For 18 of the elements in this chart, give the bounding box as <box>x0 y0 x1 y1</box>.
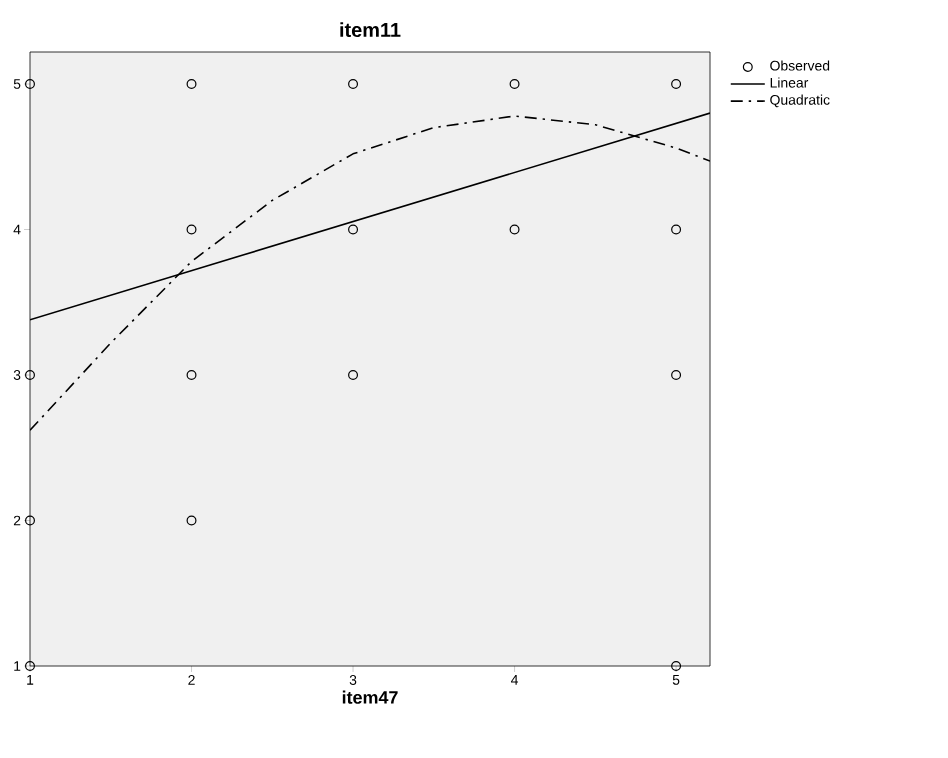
x-axis-title: item47 <box>342 690 398 704</box>
point <box>671 224 682 235</box>
point <box>186 224 197 235</box>
point <box>671 79 682 89</box>
point <box>509 79 520 89</box>
point <box>671 370 682 380</box>
point <box>348 79 359 89</box>
point <box>186 370 197 380</box>
point <box>25 370 35 380</box>
point <box>25 79 35 89</box>
point <box>186 79 197 89</box>
chart-title: item11 <box>340 22 401 37</box>
point <box>509 224 520 235</box>
point <box>348 224 359 235</box>
point <box>186 515 197 526</box>
point <box>671 661 682 671</box>
point <box>25 515 35 526</box>
point <box>348 370 359 380</box>
